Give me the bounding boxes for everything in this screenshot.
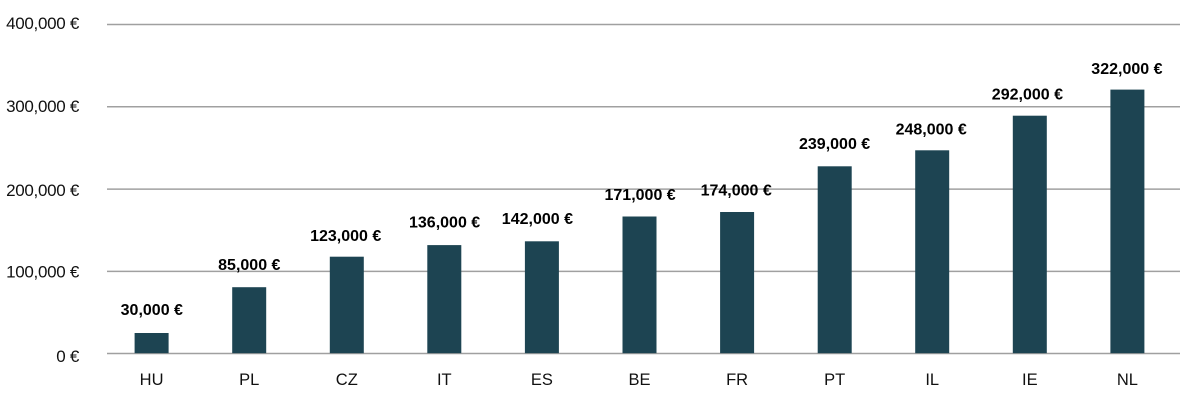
svg-text:100,000 €: 100,000 € [6, 262, 80, 281]
svg-text:CZ: CZ [336, 371, 358, 389]
svg-text:174,000 €: 174,000 € [701, 182, 772, 199]
svg-text:200,000 €: 200,000 € [6, 181, 80, 200]
svg-text:123,000 €: 123,000 € [310, 228, 381, 245]
svg-text:IT: IT [437, 371, 452, 389]
svg-text:239,000 €: 239,000 € [799, 136, 870, 153]
svg-text:400,000 €: 400,000 € [6, 14, 80, 33]
svg-text:IE: IE [1022, 371, 1038, 389]
svg-text:142,000 €: 142,000 € [502, 211, 573, 228]
svg-text:300,000 €: 300,000 € [6, 97, 80, 116]
svg-text:248,000 €: 248,000 € [896, 121, 967, 138]
svg-text:30,000 €: 30,000 € [121, 302, 183, 319]
svg-text:322,000 €: 322,000 € [1091, 61, 1162, 78]
svg-text:BE: BE [628, 371, 650, 389]
svg-text:85,000 €: 85,000 € [218, 257, 280, 274]
svg-text:NL: NL [1117, 371, 1138, 389]
svg-text:PT: PT [824, 371, 845, 389]
svg-text:PL: PL [239, 371, 259, 389]
svg-text:0 €: 0 € [56, 347, 80, 366]
svg-text:292,000 €: 292,000 € [992, 86, 1063, 103]
svg-text:ES: ES [531, 371, 553, 389]
svg-text:136,000 €: 136,000 € [409, 215, 480, 232]
svg-text:IL: IL [925, 371, 939, 389]
svg-text:171,000 €: 171,000 € [605, 187, 676, 204]
svg-text:FR: FR [726, 371, 748, 389]
svg-text:HU: HU [140, 371, 164, 389]
